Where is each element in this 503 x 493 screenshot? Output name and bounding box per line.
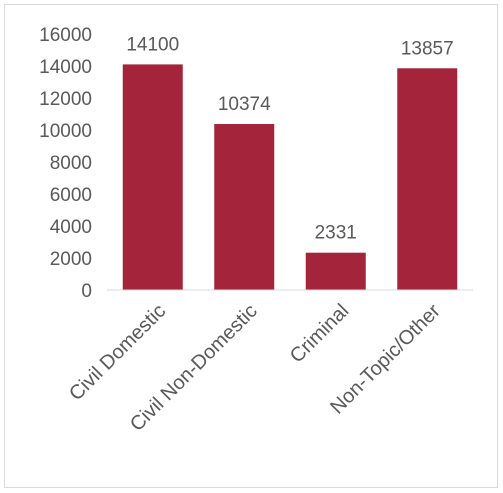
y-tick-label: 14000 [39, 57, 92, 78]
y-tick-label: 12000 [39, 89, 92, 110]
y-tick-label: 4000 [50, 217, 92, 238]
x-tick-label: Criminal [286, 300, 353, 367]
bars: 14100 10374 2331 13857 [122, 34, 458, 291]
data-label: 10374 [218, 94, 271, 115]
data-label: 2331 [315, 223, 357, 244]
bar [397, 68, 458, 291]
y-tick-label: 2000 [50, 249, 92, 270]
y-tick-label: 0 [81, 281, 92, 302]
x-tick-label: Civil Domestic [65, 300, 170, 405]
data-label: 13857 [401, 38, 454, 59]
y-axis: 0 2000 4000 6000 8000 10000 12000 14000 16000 [39, 25, 92, 302]
y-tick-label: 8000 [50, 153, 92, 174]
y-tick-label: 6000 [50, 185, 92, 206]
y-tick-label: 16000 [39, 25, 92, 46]
bar [305, 252, 366, 290]
bar [122, 64, 183, 291]
y-tick-label: 10000 [39, 121, 92, 142]
data-label: 14100 [126, 34, 179, 55]
bar [214, 124, 275, 291]
